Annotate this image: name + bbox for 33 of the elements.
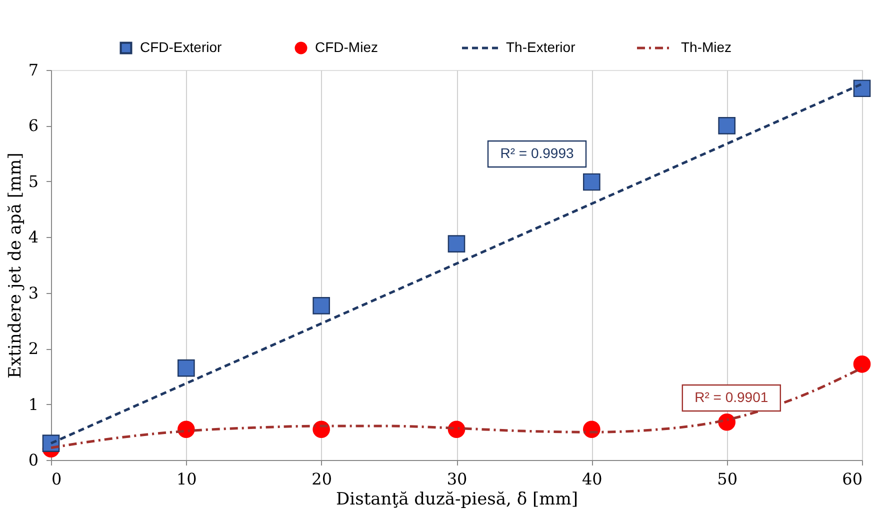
x-tick-label: 40	[582, 470, 602, 488]
annotation: R² = 0.9993	[500, 145, 574, 161]
point	[853, 356, 871, 373]
x-tick-label: 60	[842, 470, 862, 488]
y-tick-label: 4	[28, 228, 38, 247]
point	[718, 413, 736, 431]
x-tick-label: 10	[176, 470, 197, 488]
point	[853, 80, 871, 98]
x-tick-label: 20	[312, 470, 332, 488]
x-axis-title: Distanţă duză-piesă, δ [mm]	[336, 490, 578, 510]
point	[448, 420, 466, 438]
point	[448, 235, 466, 252]
y-tick-label: 1	[28, 394, 38, 414]
y-tick-label: 0	[28, 450, 38, 470]
y-tick-label: 5	[28, 172, 38, 191]
annotation: R² = 0.9901	[694, 389, 768, 405]
point	[178, 420, 195, 438]
x-tick-label: 0	[52, 470, 62, 488]
x-tick-label: 30	[446, 470, 468, 488]
point	[178, 359, 195, 377]
y-tick-label: 7	[28, 60, 38, 80]
y-tick-label: 3	[28, 283, 38, 302]
legend-label: Th-Exterior	[506, 39, 576, 55]
legend-label: CFD-Exterior	[140, 39, 222, 55]
x-tick-label: 50	[717, 470, 738, 488]
y-tick-label: 2	[28, 339, 38, 358]
legend-label: Th-Miez	[681, 39, 732, 55]
point	[583, 173, 600, 191]
point	[312, 297, 330, 314]
point	[718, 117, 736, 134]
legend-label: CFD-Miez	[315, 39, 378, 55]
y-tick-label: 6	[28, 116, 38, 136]
y-axis-title: Extindere jet de apă [mm]	[5, 152, 26, 378]
